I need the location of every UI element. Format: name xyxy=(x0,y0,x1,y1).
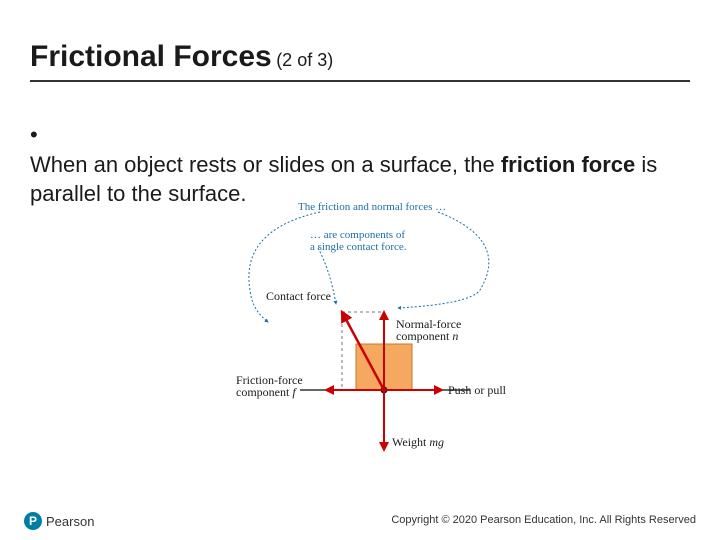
logo-text: Pearson xyxy=(46,514,94,529)
caption-top: The friction and normal forces … xyxy=(298,201,446,213)
page-title: Frictional Forces xyxy=(30,40,272,73)
caption-mid2: a single contact force. xyxy=(310,241,407,253)
bullet-text: • When an object rests or slides on a su… xyxy=(30,120,680,209)
bullet-bold: friction force xyxy=(501,152,635,177)
callout-right xyxy=(398,212,489,308)
logo-icon: P xyxy=(24,512,42,530)
label-weight: Weight mg xyxy=(392,435,444,449)
label-push: Push or pull xyxy=(448,383,507,397)
force-diagram: The friction and normal forces … … are c… xyxy=(180,200,540,460)
pearson-logo: P Pearson xyxy=(24,512,94,530)
label-normal2: component n xyxy=(396,329,458,343)
label-contact: Contact force xyxy=(266,289,331,303)
title-bar: Frictional Forces (2 of 3) xyxy=(30,40,690,82)
page-subtitle: (2 of 3) xyxy=(276,50,333,70)
bullet-pre: When an object rests or slides on a surf… xyxy=(30,152,501,177)
label-friction2: component f xyxy=(236,385,297,399)
caption-mid: … are components of xyxy=(310,229,405,241)
copyright-footer: Copyright © 2020 Pearson Education, Inc.… xyxy=(391,514,696,526)
bullet-marker: • xyxy=(30,120,48,150)
